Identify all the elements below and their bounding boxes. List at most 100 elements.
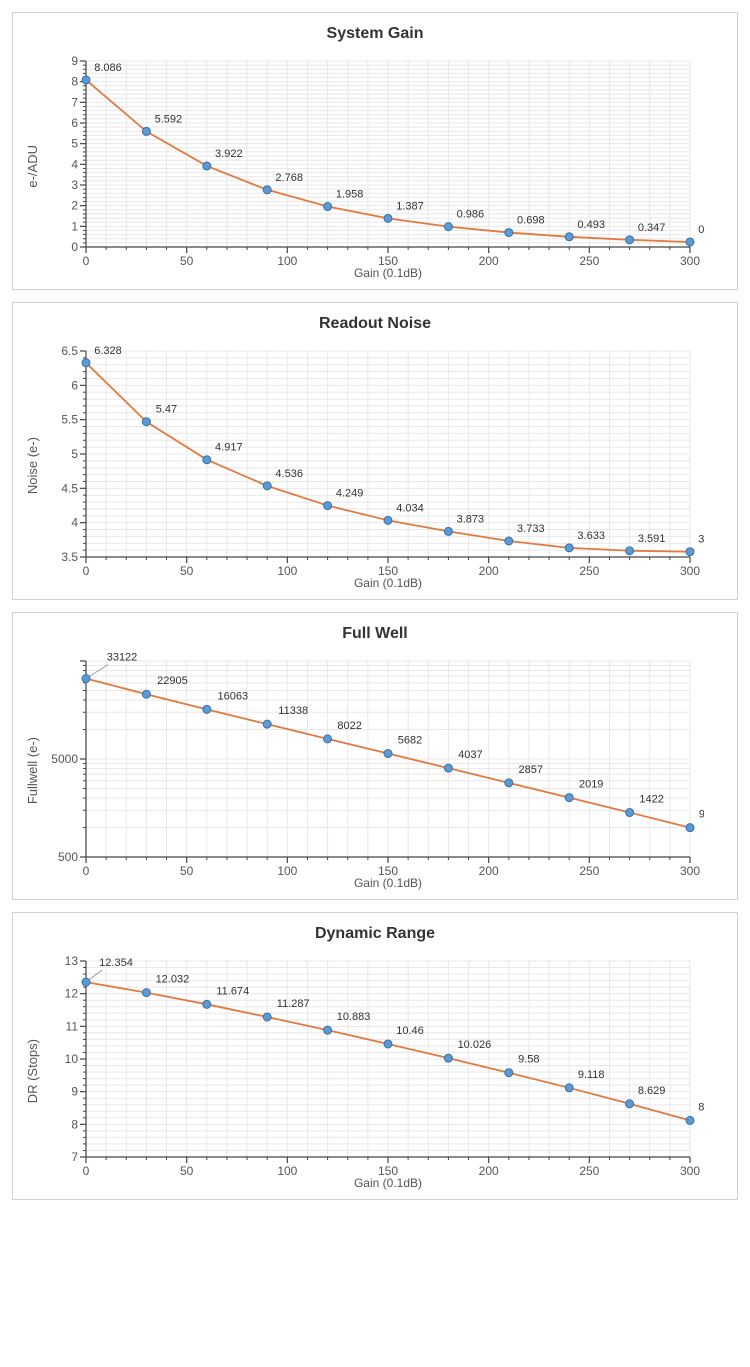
full-well-panel: Full WellFullwell (e-)050100150200250300… bbox=[12, 612, 738, 900]
svg-text:7: 7 bbox=[71, 95, 78, 109]
full-well-ylabel: Fullwell (e-) bbox=[21, 737, 44, 804]
readout-noise-ylabel: Noise (e-) bbox=[21, 437, 44, 494]
system-gain-data-label: 2.768 bbox=[275, 172, 303, 184]
system-gain-title: System Gain bbox=[21, 25, 729, 43]
svg-text:10: 10 bbox=[65, 1052, 79, 1066]
full-well-data-label: 8022 bbox=[337, 720, 361, 732]
svg-text:9: 9 bbox=[71, 54, 78, 68]
system-gain-data-label: 0.493 bbox=[577, 219, 605, 231]
svg-text:250: 250 bbox=[579, 864, 599, 878]
svg-text:Gain (0.1dB): Gain (0.1dB) bbox=[354, 876, 422, 890]
svg-text:100: 100 bbox=[277, 254, 297, 268]
svg-text:50: 50 bbox=[180, 564, 194, 578]
system-gain-data-label: 3.922 bbox=[215, 148, 243, 160]
svg-text:2: 2 bbox=[71, 199, 78, 213]
system-gain-svg: 05010015020025030001234567898.0865.5923.… bbox=[44, 51, 704, 281]
dynamic-range-data-label: 9.118 bbox=[578, 1069, 605, 1081]
svg-text:300: 300 bbox=[680, 864, 700, 878]
svg-text:300: 300 bbox=[680, 254, 700, 268]
readout-noise-data-label: 3.577 bbox=[698, 534, 704, 546]
svg-text:4: 4 bbox=[71, 516, 78, 530]
dynamic-range-data-label: 8.629 bbox=[638, 1085, 666, 1097]
svg-text:50: 50 bbox=[180, 864, 194, 878]
full-well-data-label: 16063 bbox=[218, 690, 249, 702]
svg-text:Gain (0.1dB): Gain (0.1dB) bbox=[354, 266, 422, 280]
dynamic-range-data-label: 12.032 bbox=[156, 974, 190, 986]
system-gain-ylabel: e-/ADU bbox=[21, 145, 44, 188]
system-gain-data-label: 8.086 bbox=[94, 62, 122, 74]
system-gain-data-label: 1.387 bbox=[396, 200, 424, 212]
svg-text:8: 8 bbox=[71, 1117, 78, 1131]
dynamic-range-data-label: 8.121 bbox=[698, 1101, 704, 1113]
svg-text:9: 9 bbox=[71, 1085, 78, 1099]
svg-text:500: 500 bbox=[58, 850, 78, 864]
svg-text:5: 5 bbox=[71, 137, 78, 151]
readout-noise-plot-wrap: 0501001502002503003.544.555.566.56.3285.… bbox=[44, 341, 729, 591]
dynamic-range-panel: Dynamic RangeDR (Stops)05010015020025030… bbox=[12, 912, 738, 1200]
system-gain-body: e-/ADU05010015020025030001234567898.0865… bbox=[21, 51, 729, 281]
svg-text:0: 0 bbox=[83, 864, 90, 878]
system-gain-plot-wrap: 05010015020025030001234567898.0865.5923.… bbox=[44, 51, 729, 281]
svg-text:50: 50 bbox=[180, 254, 194, 268]
full-well-title: Full Well bbox=[21, 625, 729, 643]
readout-noise-data-label: 5.47 bbox=[156, 404, 177, 416]
svg-text:3.5: 3.5 bbox=[61, 550, 78, 564]
svg-text:200: 200 bbox=[479, 564, 499, 578]
full-well-data-label: 33122 bbox=[107, 652, 138, 664]
readout-noise-svg: 0501001502002503003.544.555.566.56.3285.… bbox=[44, 341, 704, 591]
svg-text:300: 300 bbox=[680, 1164, 700, 1178]
svg-text:0: 0 bbox=[83, 1164, 90, 1178]
svg-text:Gain (0.1dB): Gain (0.1dB) bbox=[354, 576, 422, 590]
svg-text:6: 6 bbox=[71, 378, 78, 392]
readout-noise-data-label: 4.249 bbox=[336, 488, 364, 500]
readout-noise-data-label: 4.034 bbox=[396, 502, 424, 514]
system-gain-data-label: 0.698 bbox=[517, 215, 545, 227]
svg-text:0: 0 bbox=[83, 564, 90, 578]
svg-text:50: 50 bbox=[180, 1164, 194, 1178]
full-well-data-label: 5682 bbox=[398, 735, 422, 747]
readout-noise-body: Noise (e-)0501001502002503003.544.555.56… bbox=[21, 341, 729, 591]
full-well-body: Fullwell (e-)050100150200250300500500033… bbox=[21, 651, 729, 891]
readout-noise-data-label: 4.536 bbox=[275, 468, 303, 480]
readout-noise-data-label: 6.328 bbox=[94, 345, 122, 357]
svg-text:4.5: 4.5 bbox=[61, 481, 78, 495]
system-gain-data-label: 0.347 bbox=[638, 222, 666, 234]
system-gain-panel: System Gaine-/ADU05010015020025030001234… bbox=[12, 12, 738, 290]
svg-text:250: 250 bbox=[579, 1164, 599, 1178]
dynamic-range-plot-wrap: 0501001502002503007891011121312.35412.03… bbox=[44, 951, 729, 1191]
svg-text:Gain (0.1dB): Gain (0.1dB) bbox=[354, 1176, 422, 1190]
full-well-data-label: 22905 bbox=[157, 675, 188, 687]
svg-text:250: 250 bbox=[579, 254, 599, 268]
full-well-plot-wrap: 0501001502002503005005000331222290516063… bbox=[44, 651, 729, 891]
dynamic-range-data-label: 10.883 bbox=[337, 1011, 371, 1023]
svg-text:0: 0 bbox=[83, 254, 90, 268]
svg-text:7: 7 bbox=[71, 1150, 78, 1164]
full-well-data-label: 996 bbox=[699, 809, 704, 821]
svg-text:300: 300 bbox=[680, 564, 700, 578]
svg-text:3: 3 bbox=[71, 178, 78, 192]
svg-text:13: 13 bbox=[65, 954, 79, 968]
svg-text:6.5: 6.5 bbox=[61, 344, 78, 358]
dynamic-range-svg: 0501001502002503007891011121312.35412.03… bbox=[44, 951, 704, 1191]
svg-text:11: 11 bbox=[66, 1019, 79, 1033]
full-well-svg: 0501001502002503005005000331222290516063… bbox=[44, 651, 704, 891]
dynamic-range-title: Dynamic Range bbox=[21, 925, 729, 943]
readout-noise-panel: Readout NoiseNoise (e-)05010015020025030… bbox=[12, 302, 738, 600]
svg-text:12: 12 bbox=[65, 987, 79, 1001]
svg-text:250: 250 bbox=[579, 564, 599, 578]
svg-text:200: 200 bbox=[479, 254, 499, 268]
system-gain-data-label: 0.986 bbox=[457, 209, 485, 221]
system-gain-data-label: 1.958 bbox=[336, 189, 364, 201]
readout-noise-data-label: 4.917 bbox=[215, 442, 243, 454]
dynamic-range-data-label: 10.46 bbox=[396, 1025, 424, 1037]
full-well-data-label: 2857 bbox=[519, 764, 543, 776]
readout-noise-title: Readout Noise bbox=[21, 315, 729, 333]
svg-text:5000: 5000 bbox=[51, 752, 78, 766]
svg-text:4: 4 bbox=[71, 157, 78, 171]
dynamic-range-data-label: 11.674 bbox=[216, 985, 249, 997]
dynamic-range-data-label: 11.287 bbox=[277, 998, 310, 1010]
svg-text:100: 100 bbox=[277, 564, 297, 578]
svg-text:5.5: 5.5 bbox=[61, 413, 78, 427]
svg-text:1: 1 bbox=[71, 219, 78, 233]
svg-text:100: 100 bbox=[277, 1164, 297, 1178]
